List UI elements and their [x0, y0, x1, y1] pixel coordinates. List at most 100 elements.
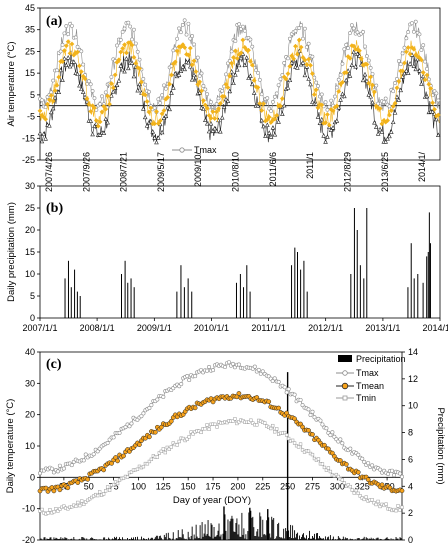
panel-a-point-tmean [182, 44, 188, 50]
panel-a-point-tmean [386, 112, 392, 118]
panel-a-point-tmean [153, 109, 159, 114]
panel-a-point-tmin [186, 59, 191, 65]
panel-c-x-tick-label: 75 [109, 481, 119, 491]
panel-a-point-tmean [200, 98, 206, 104]
panel-c-point-tmin [135, 467, 140, 471]
panel-a-point-tmin [377, 126, 383, 132]
panel-a-point-tmin [383, 139, 388, 144]
panel-a-point-tmin [214, 128, 219, 134]
panel-a-point-tmax [346, 46, 351, 50]
panel-c-point-tmax [298, 397, 303, 402]
panel-a-point-tmax [368, 66, 373, 70]
panel-c-point-tmean [158, 424, 164, 430]
panel-a-point-tmax [103, 90, 108, 95]
panel-a-point-tmax [272, 94, 277, 99]
panel-a-point-tmean [336, 88, 342, 94]
panel-a-point-tmean [426, 81, 432, 87]
panel-a-point-tmean [88, 108, 94, 114]
panel-a-point-tmax [135, 49, 140, 54]
panel-c-point-tmin [187, 435, 191, 439]
panel-a-point-tmean [370, 82, 376, 88]
panel-c-point-tmax [370, 463, 375, 468]
panel-a-point-tmax [348, 31, 352, 35]
panel-a-y-tick-label: -5 [27, 112, 35, 122]
panel-a-point-tmin [287, 77, 293, 83]
panel-a-point-tmin [150, 129, 156, 134]
panel-a-point-tmean [76, 63, 82, 69]
panel-a-point-tmean [306, 56, 312, 62]
panel-c-y-ticks: -20 -10 0 10 20 30 40 [22, 347, 40, 545]
panel-c-point-tmax [306, 407, 311, 412]
panel-a-point-tmean [334, 103, 340, 109]
panel-a-point-tmax [286, 56, 290, 61]
panel-c-point-tmin [269, 426, 273, 431]
panel-a-temperature-time-series: (a) Air temperature (°C) -25 -15 -5 5 15 25 35… [6, 3, 441, 192]
panel-a-point-tmin [392, 110, 398, 115]
panel-a-point-tmean [223, 81, 229, 87]
panel-a-x-tick-label: 2009/10/ [193, 152, 203, 188]
panel-c-point-tmax [155, 397, 160, 402]
panel-c-y2-tick-label: 4 [408, 481, 413, 491]
panel-a-point-tmax [240, 24, 245, 29]
panel-a-point-tmin [176, 72, 182, 77]
panel-c-point-tmin [177, 439, 181, 444]
panel-a-point-tmean [75, 49, 81, 55]
panel-c-point-tmin [324, 468, 329, 472]
panel-c-y2-tick-label: 0 [408, 535, 413, 545]
panel-a-point-tmean [174, 48, 180, 54]
panel-a-point-tmin [276, 119, 281, 124]
panel-c-point-tmax [187, 378, 192, 383]
panel-a-point-tmin [152, 135, 157, 140]
panel-a-point-tmean [266, 114, 272, 120]
panel-c-x-axis-title: Day of year (DOY) [173, 495, 251, 506]
panel-a-point-tmax [179, 30, 183, 35]
panel-a-point-tmin [154, 139, 159, 145]
panel-a-point-tmax [182, 18, 187, 23]
panel-c-point-tmin [350, 488, 354, 492]
panel-c-label: (c) [46, 357, 62, 372]
panel-c-point-tmean [121, 453, 126, 459]
panel-a-point-tmean [309, 71, 315, 77]
panel-c-point-tmin [205, 423, 209, 427]
panel-b-y-tick-label: 15 [25, 247, 35, 257]
panel-b-y-ticks: 0 5 10 15 20 25 30 [25, 181, 40, 323]
panel-a-point-tmean [283, 76, 289, 82]
panel-a-point-tmean [403, 49, 409, 55]
panel-c-point-tmax [139, 414, 144, 419]
panel-a-point-tmax [126, 20, 131, 25]
panel-a-point-tmin [148, 118, 154, 124]
panel-a-point-tmean [78, 69, 84, 75]
panel-a-point-tmax [60, 42, 65, 47]
panel-a-point-tmean [257, 100, 263, 106]
panel-a-point-tmax [203, 87, 208, 92]
panel-a-point-tmean [246, 47, 252, 53]
panel-c-point-tmax [123, 425, 128, 430]
panel-a-point-tmin [131, 73, 137, 79]
panel-c-point-tmin [40, 507, 44, 512]
panel-c-point-tmax [308, 413, 313, 418]
panel-a-point-tmax [175, 36, 180, 41]
panel-b-x-tick-label: 2008/1/1 [80, 323, 115, 333]
panel-a-point-tmean [339, 79, 345, 85]
panel-c-point-tmax [149, 403, 154, 408]
panel-a-point-tmax [160, 93, 165, 98]
panel-a-point-tmax [410, 21, 414, 26]
panel-a-point-tmin [325, 134, 330, 139]
panel-c-point-tmean [153, 429, 158, 435]
panel-a-point-tmax [109, 75, 114, 79]
panel-a-point-tmax [201, 84, 206, 88]
panel-a-point-tmin [434, 116, 439, 122]
panel-c-point-tmean [337, 458, 343, 463]
panel-a-point-tmean [401, 60, 407, 66]
panel-a-point-tmax [173, 46, 178, 51]
panel-a-point-tmax [205, 92, 210, 97]
panel-a-point-tmin [142, 114, 148, 120]
panel-a-point-tmin [75, 71, 80, 77]
panel-a-label: (a) [46, 14, 63, 29]
panel-c-point-tmean [310, 432, 315, 437]
panel-c-point-tmax [55, 469, 60, 474]
panel-c-point-tmean [75, 480, 81, 485]
panel-a-point-tmax [62, 31, 67, 36]
panel-c-point-tmin [189, 430, 193, 434]
panel-c-point-tmax [193, 374, 198, 379]
